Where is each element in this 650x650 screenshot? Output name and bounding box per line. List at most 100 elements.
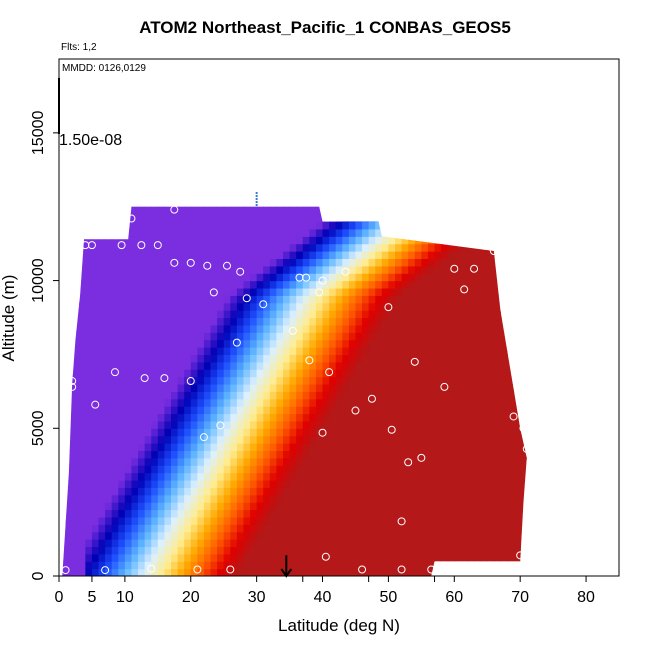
heatmap-cell [474,383,482,392]
heatmap-cell [309,376,317,385]
heatmap-cell [513,206,521,215]
heatmap-cell [184,406,192,415]
heatmap-cell [243,347,251,356]
heatmap-cell [111,561,119,570]
heatmap-cell [164,465,172,474]
x-tick-label: 5 [87,589,96,606]
heatmap-cell [335,280,343,289]
heatmap-cell [348,398,357,407]
heatmap-cell [421,347,429,356]
heatmap-cell [487,258,495,267]
heatmap-cell [520,251,527,260]
heatmap-cell [131,310,139,319]
heatmap-cell [315,287,324,296]
heatmap-cell [184,243,192,252]
heatmap-cell [414,228,422,237]
heatmap-cell [105,324,113,333]
heatmap-cell [263,221,271,230]
heatmap-cell [217,332,225,341]
heatmap-cell [388,339,396,348]
heatmap-cell [289,487,297,496]
heatmap-cell [493,383,502,392]
heatmap-cell [138,546,146,555]
heatmap-cell [395,479,403,488]
heatmap-cell [62,457,67,466]
heatmap-cell [315,324,324,333]
heatmap-cell [441,428,449,437]
heatmap-cell [263,443,271,452]
heatmap-cell [302,361,310,370]
heatmap-cell [197,413,205,422]
heatmap-cell [427,332,436,341]
heatmap-cell [309,317,317,326]
heatmap-cell [480,332,488,341]
heatmap-cell [520,539,527,548]
heatmap-cell [500,317,508,326]
heatmap-cell [421,413,429,422]
heatmap-cell [322,295,330,304]
heatmap-cell [190,450,198,459]
heatmap-cell [500,369,508,378]
heatmap-cell [118,206,126,208]
heatmap-cell [460,354,469,363]
heatmap-cell [296,472,304,481]
heatmap-cell [111,398,119,407]
heatmap-cell [190,317,198,326]
heatmap-cell [454,361,462,370]
heatmap-cell [217,524,225,533]
heatmap-cell [124,361,133,370]
heatmap-cell [434,561,442,570]
heatmap-cell [302,561,310,570]
heatmap-cell [131,443,139,452]
heatmap-cell [335,457,343,466]
heatmap-cell [527,251,534,259]
heatmap-cell [131,457,139,466]
heatmap-cell [217,553,225,562]
heatmap-cell [447,450,455,459]
heatmap-cell [276,524,284,533]
x-tick-label: 60 [445,589,463,606]
heatmap-cell [401,428,409,437]
heatmap-cell [520,435,527,444]
heatmap-cell [144,553,152,562]
heatmap-cell [500,398,508,407]
heatmap-cell [85,428,93,437]
heatmap-cell [236,317,245,326]
heatmap-cell [124,391,133,400]
heatmap-cell [527,436,534,444]
heatmap-cell [131,332,139,341]
heatmap-cell [276,479,284,488]
heatmap-cell [434,487,442,496]
heatmap-cell [441,502,449,511]
heatmap-cell [144,524,152,533]
heatmap-cell [414,435,422,444]
heatmap-cell [434,546,442,555]
heatmap-cell [527,258,534,266]
heatmap-cell [421,443,429,452]
heatmap-cell [434,539,442,548]
heatmap-cell [329,236,337,245]
heatmap-cell [408,310,416,319]
heatmap-cell [487,273,495,282]
heatmap-cell [65,457,73,466]
heatmap-cell [283,465,291,474]
heatmap-cell [421,376,429,385]
heatmap-cell [62,465,67,474]
heatmap-cell [243,221,251,230]
heatmap-cell [236,457,245,466]
heatmap-cell [105,295,113,304]
heatmap-cell [388,494,396,503]
heatmap-cell [263,339,271,348]
heatmap-cell [91,406,100,415]
heatmap-cell [144,479,152,488]
heatmap-cell [256,243,264,252]
heatmap-cell [144,509,152,518]
heatmap-cell [381,273,390,282]
heatmap-cell [368,406,376,415]
heatmap-cell [441,339,449,348]
heatmap-cell [236,376,245,385]
heatmap-cell [91,339,100,348]
heatmap-cell [250,206,258,208]
heatmap-cell [329,295,337,304]
heatmap-cell [144,443,152,452]
